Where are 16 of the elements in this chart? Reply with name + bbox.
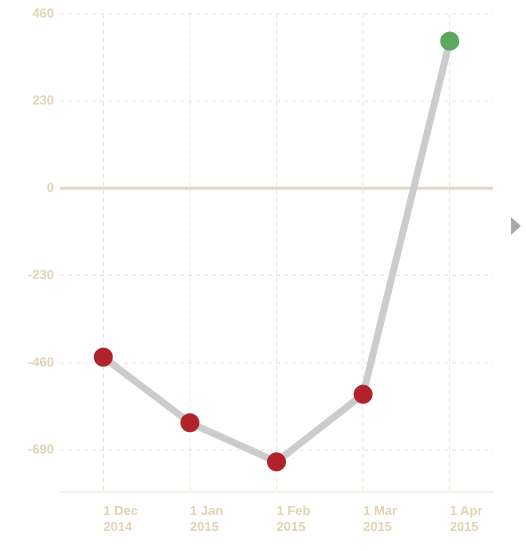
point bbox=[180, 413, 200, 432]
x-tick-label: 1 Dec 2014 bbox=[103, 503, 138, 534]
x-tick-label: 1 Feb 2015 bbox=[276, 503, 311, 534]
y-tick-label: -230 bbox=[28, 267, 54, 282]
y-tick-label: 460 bbox=[32, 5, 54, 20]
y-tick-label: -690 bbox=[28, 442, 54, 457]
point bbox=[354, 384, 373, 404]
x-tick-label: 1 Mar 2015 bbox=[363, 503, 398, 534]
x-tick-label: 1 Apr 2015 bbox=[450, 503, 482, 534]
point bbox=[94, 348, 113, 367]
point bbox=[267, 452, 286, 472]
y-tick-label: 230 bbox=[32, 92, 54, 108]
point bbox=[440, 32, 460, 51]
y-tick-label: -460 bbox=[28, 354, 54, 370]
x-tick-label: 1 Jan 2015 bbox=[190, 503, 224, 534]
y-tick-label: 0 bbox=[46, 180, 54, 195]
